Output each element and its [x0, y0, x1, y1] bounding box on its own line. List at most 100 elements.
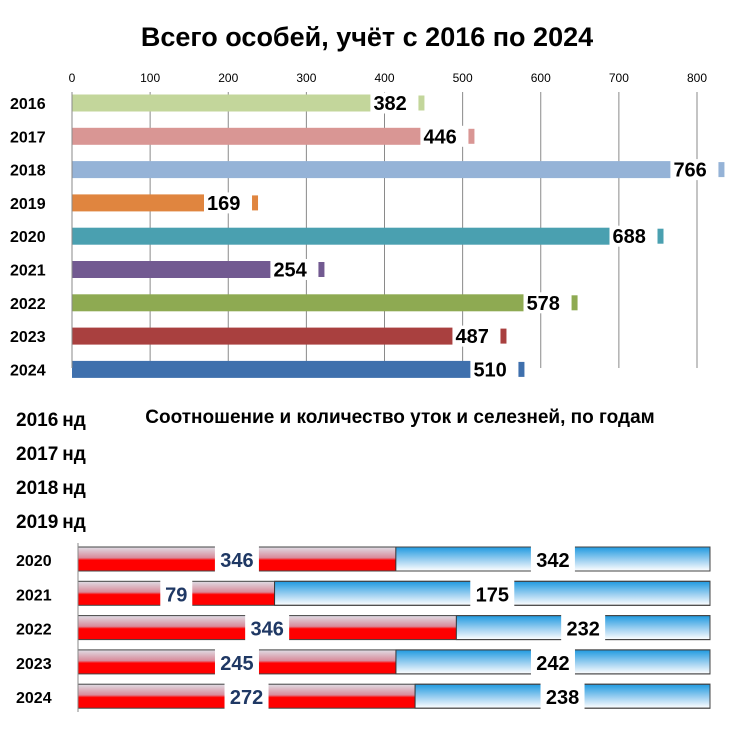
data-label-bg	[214, 648, 259, 675]
data-label-ducks: 79	[165, 584, 187, 606]
bar	[72, 360, 471, 378]
category-label: 2024	[16, 690, 52, 707]
bar-marker	[418, 95, 425, 111]
category-label: 2021	[10, 263, 46, 280]
category-label: 2017	[10, 129, 46, 146]
data-label: 446	[423, 126, 456, 148]
no-data-row: 2016 нд	[16, 410, 90, 432]
x-tick-label: 0	[69, 71, 76, 85]
no-data-year: 2019	[16, 512, 59, 533]
bar-ducks	[78, 547, 396, 571]
data-label-bg	[214, 546, 259, 572]
category-label: 2020	[16, 553, 52, 570]
data-label-ducks: 346	[220, 550, 253, 572]
no-data-label: нд	[62, 444, 86, 465]
bar-outline	[77, 615, 711, 641]
data-label-bg	[270, 259, 317, 280]
data-label-drakes: 342	[536, 550, 569, 572]
no-data-row: 2017 нд	[16, 444, 90, 466]
x-tick-label: 400	[374, 71, 394, 85]
bar	[72, 127, 421, 145]
data-label-bg	[370, 92, 417, 114]
no-data-label: нд	[62, 512, 86, 533]
data-label-bg	[470, 358, 517, 380]
data-label-ducks: 272	[230, 687, 263, 709]
bar-outline	[77, 649, 711, 675]
bar-drakes	[274, 580, 711, 606]
chart-1-title: Всего особей, учёт с 2016 по 2024	[140, 22, 594, 52]
category-label: 2022	[10, 296, 46, 313]
x-tick-label: 600	[531, 71, 551, 85]
data-label-bg	[160, 580, 193, 607]
data-label-bg	[609, 225, 656, 247]
bar-marker	[571, 295, 578, 311]
data-label: 254	[273, 260, 307, 282]
data-label: 169	[207, 193, 240, 215]
bar-marker	[318, 262, 325, 277]
no-data-year: 2018	[16, 478, 59, 499]
bar-marker	[252, 195, 259, 211]
bar-marker	[500, 328, 507, 344]
data-label-bg	[561, 614, 606, 641]
no-data-label: нд	[62, 478, 86, 499]
no-data-year: 2017	[16, 444, 59, 465]
data-label: 766	[673, 160, 706, 182]
data-label: 487	[455, 326, 488, 348]
x-tick-label: 800	[687, 71, 707, 85]
data-label: 382	[373, 93, 406, 115]
bar-marker	[468, 128, 475, 144]
data-label-ducks: 245	[220, 653, 253, 675]
bar-outline	[77, 580, 711, 606]
bar	[72, 94, 371, 112]
bar-marker	[518, 361, 525, 377]
data-label-ducks: 346	[250, 619, 283, 641]
data-label: 688	[613, 226, 646, 248]
data-label-bg	[530, 546, 575, 572]
data-label-bg	[530, 648, 575, 675]
bar	[72, 294, 524, 312]
category-label: 2020	[10, 229, 46, 246]
category-label: 2022	[16, 622, 52, 639]
data-label-drakes: 175	[476, 584, 509, 606]
bar	[72, 194, 205, 212]
bar-marker	[718, 162, 725, 178]
category-label: 2023	[16, 656, 52, 673]
data-label-bg	[224, 683, 269, 710]
bar-drakes	[414, 683, 711, 709]
chart-2-title: Соотношение и количество уток и селезней…	[145, 407, 655, 428]
data-label-bg	[470, 580, 515, 607]
category-label: 2023	[10, 329, 46, 346]
bar-drakes	[395, 649, 711, 675]
bar-ducks	[78, 581, 275, 606]
data-label: 510	[473, 359, 506, 380]
bar-marker	[657, 228, 664, 244]
data-label-bg	[670, 159, 717, 181]
bar-outline	[77, 683, 711, 709]
no-data-label: нд	[62, 410, 86, 431]
category-label: 2018	[10, 163, 46, 180]
data-label-drakes: 242	[536, 653, 569, 675]
no-data-row: 2018 нд	[16, 478, 90, 500]
data-label-bg	[245, 614, 290, 641]
x-tick-label: 100	[140, 71, 160, 85]
x-tick-label: 300	[296, 71, 316, 85]
x-tick-label: 200	[218, 71, 238, 85]
x-tick-label: 700	[609, 71, 629, 85]
chart-1-total-individuals: 0 100 200 300 400 500 600 700 800 382 2016 446 2017 7…	[10, 71, 725, 380]
category-label: 2019	[10, 196, 46, 213]
x-tick-label: 500	[453, 71, 473, 85]
category-label: 2016	[10, 96, 46, 113]
bar	[72, 161, 671, 179]
bar-ducks	[78, 615, 457, 640]
bar-drakes	[455, 615, 711, 641]
bar-ducks	[78, 649, 396, 674]
bar	[72, 261, 271, 278]
no-data-row: 2019 нд	[16, 512, 90, 534]
bar	[72, 227, 610, 245]
data-label-bg	[540, 683, 585, 710]
category-label: 2024	[10, 362, 46, 379]
category-label: 2021	[16, 587, 52, 604]
data-label-bg	[523, 292, 570, 314]
bar-ducks	[78, 684, 416, 709]
data-label-bg	[452, 325, 499, 347]
